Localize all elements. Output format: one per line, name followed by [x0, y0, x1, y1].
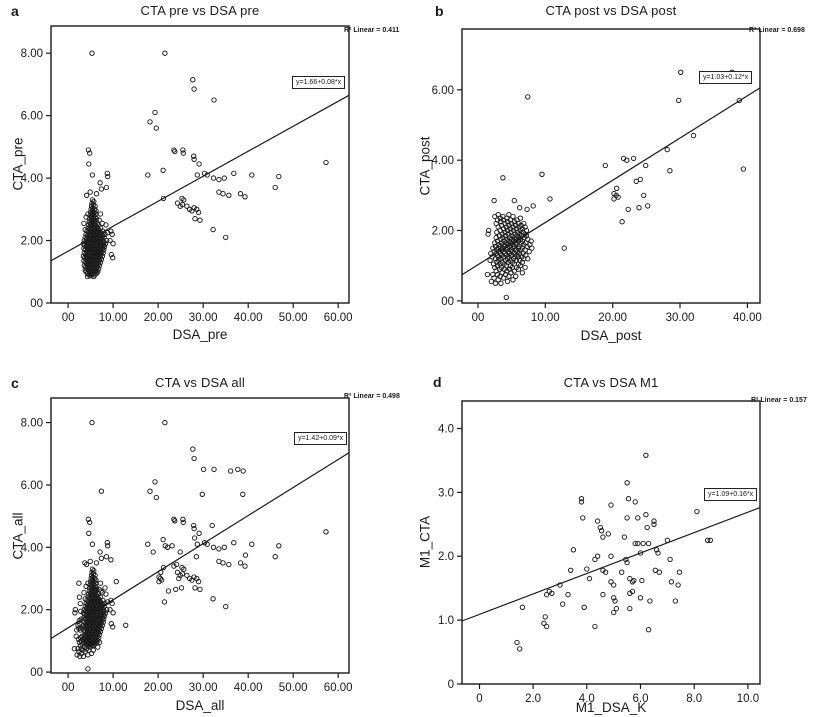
panel-d: d CTA vs DSA M1 M1_CTA 0 2.0 4.0 6.0 8.0 10.0… — [411, 360, 823, 717]
x-axis-label-b: DSA_post — [580, 328, 642, 343]
scatter-points — [484, 69, 747, 301]
r2-annotation-c: R² Linear = 0.498 — [344, 393, 400, 400]
x-axis-label-c: DSA_all — [175, 698, 225, 713]
y-tick-label: 2.00 — [432, 226, 454, 238]
y-tick-label: 00 — [30, 298, 43, 310]
plot-frame — [50, 25, 350, 304]
x-tick-label: 00 — [62, 312, 75, 324]
x-tick-label: 50.00 — [279, 312, 308, 324]
regression-line — [50, 94, 350, 262]
panel-letter-b: b — [435, 3, 444, 19]
panel-letter-c: c — [11, 375, 19, 391]
panel-c: c CTA vs DSA all CTA_all 00 10.00 20.00 30.… — [0, 360, 411, 717]
scatter-plot-b: 00 10.00 20.00 30.00 40.00 00 2.00 4.00 6.00 — [432, 28, 762, 324]
panel-letter-d: d — [433, 374, 442, 390]
x-tick-label: 20.00 — [598, 312, 627, 324]
scatter-plot-d: 0 2.0 4.0 6.0 8.0 10.0 0 1.0 2.0 3.0 4.0 — [438, 400, 761, 705]
panel-title-b: CTA post vs DSA post — [545, 3, 677, 18]
panel-letter-a: a — [11, 3, 19, 19]
scatter-plot-a: 00 10.00 20.00 30.00 40.00 50.00 60.00 00 2.00 4.… — [21, 25, 353, 324]
x-tick-label: 20.00 — [144, 312, 173, 324]
scatter-plot-c: 00 10.00 20.00 30.00 40.00 50.00 60.00 00 2.00 4.… — [21, 397, 353, 694]
y-tick-label: 2.0 — [438, 551, 454, 563]
y-tick-label: 4.00 — [21, 542, 43, 554]
x-tick-label: 10.0 — [737, 693, 759, 705]
y-tick-label: 2.00 — [21, 236, 43, 248]
x-tick-label: 2.0 — [525, 693, 541, 705]
x-tick-label: 00 — [472, 312, 485, 324]
y-tick-label: 00 — [30, 667, 43, 679]
x-tick-label: 4.0 — [579, 693, 595, 705]
y-tick-label: 6.00 — [21, 480, 43, 492]
x-tick-label: 40.00 — [234, 682, 263, 694]
r2-annotation-d: R² Linear = 0.157 — [751, 397, 807, 404]
y-tick-label: 4.00 — [432, 155, 454, 167]
x-tick-label: 10.00 — [531, 312, 560, 324]
panel-title-d: CTA vs DSA M1 — [563, 375, 659, 390]
plot-frame — [461, 28, 761, 304]
regression-line — [461, 87, 761, 276]
x-axis-label-a: DSA_pre — [172, 327, 228, 342]
r2-annotation-a: R² Linear = 0.411 — [344, 27, 400, 34]
x-tick-label: 8.0 — [686, 693, 702, 705]
x-tick-label: 60.00 — [324, 682, 353, 694]
regression-line — [461, 507, 761, 622]
equation-box-a: y=1.66+0.08*x — [292, 76, 346, 89]
x-tick-label: 20.00 — [144, 682, 173, 694]
x-tick-label: 6.0 — [633, 693, 649, 705]
x-tick-label: 10.00 — [99, 682, 128, 694]
panel-b: b CTA post vs DSA post CTA_post 00 10.00 2… — [411, 0, 823, 360]
x-tick-label: 50.00 — [279, 682, 308, 694]
y-tick-label: 1.0 — [438, 615, 454, 627]
r2-annotation-b: R² Linear = 0.698 — [749, 27, 805, 34]
equation-box-b: y=1.03+0.12*x — [699, 71, 753, 84]
y-tick-label: 3.0 — [438, 487, 454, 499]
x-tick-label: 40.00 — [234, 312, 263, 324]
equation-box-c: y=1.42+0.09*x — [294, 432, 348, 445]
x-tick-label: 30.00 — [189, 312, 218, 324]
y-tick-label: 0 — [448, 679, 454, 691]
y-tick-label: 4.0 — [438, 424, 454, 436]
equation-box-d: y=1.09+0.16*x — [704, 488, 758, 501]
y-tick-label: 6.00 — [432, 85, 454, 97]
x-tick-label: 40.00 — [733, 312, 762, 324]
y-tick-label: 6.00 — [21, 111, 43, 123]
scatter-points — [514, 452, 713, 652]
x-tick-label: 30.00 — [189, 682, 218, 694]
y-tick-label: 8.00 — [21, 48, 43, 60]
y-tick-label: 00 — [441, 296, 454, 308]
x-tick-label: 00 — [62, 682, 75, 694]
x-tick-label: 0 — [476, 693, 482, 705]
plot-frame — [50, 397, 350, 674]
y-tick-label: 4.00 — [21, 173, 43, 185]
x-tick-label: 10.00 — [99, 312, 128, 324]
x-tick-label: 30.00 — [666, 312, 695, 324]
panel-a: a CTA pre vs DSA pre CTA_pre 00 10.00 20.0… — [0, 0, 411, 360]
regression-line — [50, 452, 350, 640]
y-tick-label: 8.00 — [21, 418, 43, 430]
panel-title-a: CTA pre vs DSA pre — [140, 3, 260, 18]
x-tick-label: 60.00 — [324, 312, 353, 324]
y-tick-label: 2.00 — [21, 605, 43, 617]
plot-frame — [461, 400, 761, 685]
x-axis-label-d: M1_DSA_K — [575, 700, 647, 715]
panel-title-c: CTA vs DSA all — [155, 375, 245, 390]
scatter-points — [71, 419, 329, 672]
